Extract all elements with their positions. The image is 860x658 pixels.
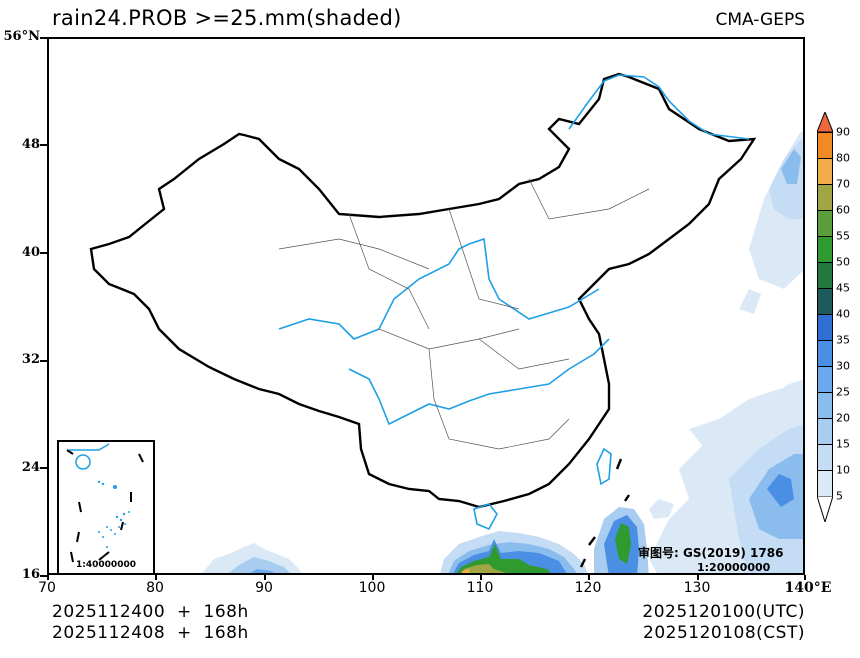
x-tick-label: 110 <box>466 580 494 596</box>
inset-scale-label: 1:40000000 <box>76 560 136 570</box>
y-tick-label: 24 <box>21 460 40 475</box>
x-tick-label: 100 <box>358 580 386 596</box>
colorbar-label: 20 <box>836 411 850 425</box>
colorbar-segment <box>817 392 833 419</box>
colorbar-label: 60 <box>836 203 850 217</box>
precip-probability-map <box>89 72 803 573</box>
y-tick-mark <box>40 575 47 577</box>
colorbar-label: 35 <box>836 333 850 347</box>
x-tick-mark <box>588 575 590 580</box>
model-label: CMA-GEPS <box>715 10 805 30</box>
colorbar-label: 10 <box>836 463 850 477</box>
y-tick-mark <box>40 252 47 254</box>
x-tick-mark <box>155 575 157 580</box>
precip-shading-northwest-pacific <box>649 379 803 573</box>
colorbar-label: 70 <box>836 177 850 191</box>
south-china-sea-inset: 1:40000000 <box>57 440 155 575</box>
map-panel <box>47 37 805 575</box>
map-approval-number: 审图号: GS(2019) 1786 <box>638 546 784 560</box>
init-time-block: 2025112400 + 168h 2025112408 + 168h <box>52 602 249 644</box>
colorbar-segment <box>817 340 833 367</box>
valid-time-block: 2025120100(UTC) 2025120108(CST) <box>642 602 805 644</box>
x-tick-label: 120 <box>574 580 602 596</box>
precip-shading-philippine-sea <box>594 507 649 573</box>
colorbar-top-triangle <box>817 112 833 132</box>
precip-shading-north-pacific <box>739 130 803 314</box>
init-time-cst: 2025112408 + 168h <box>52 623 249 643</box>
y-tick-label: 16 <box>21 567 40 582</box>
y-tick-label: 56°N <box>3 29 40 44</box>
precip-shading-south-china-sea <box>440 531 588 573</box>
y-tick-mark <box>40 467 47 469</box>
colorbar-label: 5 <box>836 489 843 503</box>
country-border-china <box>89 72 757 509</box>
colorbar-segment <box>817 444 833 471</box>
colorbar-label: 30 <box>836 359 850 373</box>
river-amur <box>568 74 750 140</box>
y-tick-label: 32 <box>21 352 40 367</box>
colorbar-segment <box>817 236 833 263</box>
x-tick-label: 140°E <box>784 580 832 596</box>
colorbar-segment <box>817 314 833 341</box>
valid-time-utc: 2025120100(UTC) <box>642 602 805 622</box>
colorbar-segment <box>817 366 833 393</box>
x-tick-mark <box>804 575 806 580</box>
colorbar-label: 50 <box>836 255 850 269</box>
river-yellow <box>278 237 600 340</box>
colorbar-label: 15 <box>836 437 850 451</box>
x-tick-label: 90 <box>255 580 273 596</box>
x-tick-label: 70 <box>38 580 56 596</box>
colorbar-segment <box>817 262 833 289</box>
river-yangtze <box>348 338 610 426</box>
island-hainan <box>473 503 498 531</box>
colorbar-label: 40 <box>836 307 850 321</box>
y-tick-mark <box>40 144 47 146</box>
colorbar-bottom-triangle <box>817 496 833 522</box>
x-tick-mark <box>264 575 266 580</box>
valid-time-cst: 2025120108(CST) <box>643 623 805 643</box>
x-tick-mark <box>480 575 482 580</box>
x-tick-mark <box>47 575 49 580</box>
inset-map <box>66 443 144 563</box>
x-tick-label: 130 <box>683 580 711 596</box>
chart-title: rain24.PROB >=25.mm(shaded) <box>52 6 402 30</box>
init-time-utc: 2025112400 + 168h <box>52 602 249 622</box>
colorbar-segment <box>817 158 833 185</box>
colorbar-label: 45 <box>836 281 850 295</box>
nine-dash-line <box>579 458 630 568</box>
colorbar-segment <box>817 132 833 159</box>
y-tick-label: 48 <box>21 137 40 152</box>
colorbar-segment <box>817 418 833 445</box>
colorbar-segment <box>817 288 833 315</box>
colorbar-label: 90 <box>836 125 850 139</box>
colorbar-segment <box>817 184 833 211</box>
colorbar-label: 80 <box>836 151 850 165</box>
y-tick-label: 40 <box>21 245 40 260</box>
province-boundaries <box>278 178 650 450</box>
y-tick-mark <box>40 360 47 362</box>
precip-shading-bay-of-bengal <box>202 543 302 573</box>
colorbar-segment <box>817 210 833 237</box>
colorbar-label: 55 <box>836 229 850 243</box>
map-scale-label: 1:20000000 <box>697 561 771 574</box>
y-tick-mark <box>40 37 47 39</box>
x-tick-mark <box>697 575 699 580</box>
island-taiwan <box>596 447 612 486</box>
x-tick-label: 80 <box>146 580 164 596</box>
colorbar-label: 25 <box>836 385 850 399</box>
colorbar-segment <box>817 470 833 497</box>
x-tick-mark <box>372 575 374 580</box>
